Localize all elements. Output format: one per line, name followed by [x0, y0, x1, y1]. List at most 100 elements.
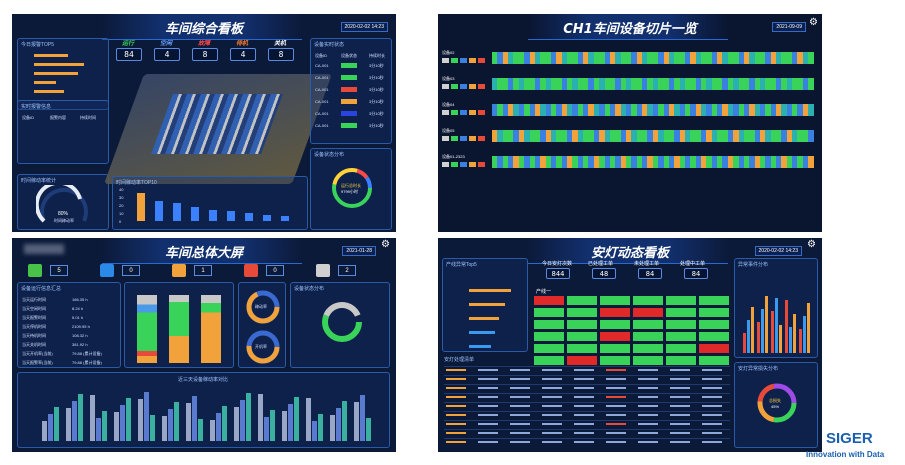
- slice-segment: [609, 130, 616, 142]
- status-counters: 运行 84 空闲 4 故障 8 待机 4 关机 8: [112, 38, 302, 68]
- slice-legend-chip: [478, 162, 485, 167]
- slice-segment: [492, 52, 498, 64]
- andon-cell: [699, 320, 729, 329]
- slice-segment: [620, 104, 626, 116]
- slice-segment: [492, 78, 498, 90]
- top10-label: 时间稼动率TOP10: [116, 180, 157, 186]
- loss-box: 安灯异常损失分布 总损失 45%: [734, 362, 818, 448]
- compare-bar: [192, 396, 197, 441]
- dashboard-andon[interactable]: 安灯动态看板 2020-02-02 14:23 ⚙ 产线异常Top5 安灯处理清…: [438, 238, 822, 452]
- top5-bar: [34, 63, 84, 66]
- andon-table-cell: [574, 405, 594, 407]
- slice-legend-chip: [451, 162, 458, 167]
- gear-icon[interactable]: ⚙: [807, 239, 816, 250]
- gear-icon[interactable]: ⚙: [381, 239, 390, 250]
- andon-counter-value: 84: [684, 268, 708, 279]
- slice-segment: [588, 52, 594, 64]
- page-title: 车间总体大屏: [164, 246, 243, 261]
- slice-segment: [524, 104, 530, 116]
- andon-table-cell: [478, 387, 498, 389]
- top5-bar: [469, 345, 491, 348]
- andon-table-cell: [670, 423, 690, 425]
- slice-segment: [749, 156, 755, 168]
- slice-segment: [508, 78, 514, 90]
- slice-segment: [518, 156, 525, 168]
- slice-segment: [583, 104, 589, 116]
- slice-segment: [701, 52, 707, 64]
- slice-legend-chip: [451, 110, 458, 115]
- summary-value: 108.32 h: [72, 333, 88, 338]
- slice-segment: [765, 104, 771, 116]
- andon-table-cell: [638, 387, 658, 389]
- top5-label: 今日报警TOP5: [21, 42, 54, 48]
- status-chip: [341, 123, 357, 128]
- summary-value: 5.01 h: [72, 315, 84, 320]
- andon-cell: [534, 332, 564, 341]
- slice-segment: [690, 78, 696, 90]
- dashboard-device-slices[interactable]: CH1车间设备切片一览 2021-09-09 ⚙ 设备02 设备03 设备04 设备0…: [438, 14, 822, 232]
- slice-segment: [572, 104, 578, 116]
- compare-bar: [150, 415, 155, 441]
- andon-table-cell: [446, 423, 466, 425]
- summary-key: 当天开机率(当前): [22, 351, 53, 356]
- slice-segment: [722, 156, 728, 168]
- slice-segment: [583, 130, 589, 142]
- andon-cell: [666, 356, 696, 365]
- slice-segment: [701, 78, 707, 90]
- dashboard-workshop-screen[interactable]: 车间总体大屏 2021-01-28 ⚙ 5 0 1 0 2 设备运行信息汇总 当天运行时…: [12, 238, 396, 452]
- top10-bar: [155, 201, 163, 221]
- event-bar: [779, 325, 782, 353]
- andon-cell: [699, 356, 729, 365]
- slice-segment: [599, 78, 605, 90]
- andon-cell: [567, 308, 597, 317]
- event-chart: [743, 283, 813, 353]
- slice-segment: [733, 156, 739, 168]
- slice-stripe: [492, 156, 814, 168]
- dashboard-workshop-overview[interactable]: 车间综合看板 2020-02-02 14:23 今日报警TOP5 实时报警信息 …: [12, 14, 396, 232]
- dist-box: 设备状态分布: [290, 282, 390, 368]
- status-col-3: 持续时长: [369, 53, 385, 58]
- slice-segment: [615, 130, 621, 142]
- top5-bar: [34, 81, 56, 84]
- andon-counter-value: 84: [638, 268, 662, 279]
- compare-bar: [366, 418, 371, 441]
- slice-segment: [599, 130, 605, 142]
- event-bar: [775, 298, 778, 353]
- andon-table-cell: [574, 369, 594, 371]
- slice-segment: [781, 52, 787, 64]
- status-donut: [332, 168, 372, 208]
- compare-bar: [138, 399, 143, 441]
- donut-value: 9799小时: [341, 189, 358, 194]
- gear-icon[interactable]: ⚙: [809, 17, 818, 28]
- loss-value: 45%: [771, 404, 780, 409]
- top10-bar: [227, 211, 235, 221]
- compare-bar: [126, 398, 131, 441]
- slice-segment: [529, 104, 535, 116]
- slice-segment: [679, 52, 685, 64]
- slice-segment: [577, 104, 584, 116]
- slice-segment: [497, 104, 503, 116]
- slice-segment: [770, 78, 777, 90]
- slice-segment: [567, 52, 573, 64]
- compare-bar: [72, 401, 77, 441]
- andon-table-cell: [574, 396, 594, 398]
- slice-segment: [652, 52, 659, 64]
- kpi-value: 2: [338, 265, 356, 276]
- line-label: 产线一: [536, 289, 552, 295]
- counter-label: 关机: [274, 41, 287, 47]
- compare-bar: [216, 413, 221, 441]
- summary-value: 79.88 (累计设备): [72, 360, 102, 365]
- donut-a-label: 稼动率: [255, 304, 267, 309]
- slice-segment: [743, 104, 750, 116]
- slice-segment: [567, 104, 573, 116]
- counter-value: 4: [230, 48, 256, 61]
- slice-segment: [690, 104, 696, 116]
- slice-segment: [717, 130, 723, 142]
- compare-bar: [114, 412, 119, 441]
- slice-segment: [738, 52, 744, 64]
- alarm-col-2: 报警内容: [50, 115, 66, 120]
- compare-bar: [312, 421, 317, 441]
- slice-segment: [717, 104, 723, 116]
- andon-table-cell: [702, 414, 722, 416]
- andon-table-row: [444, 375, 730, 376]
